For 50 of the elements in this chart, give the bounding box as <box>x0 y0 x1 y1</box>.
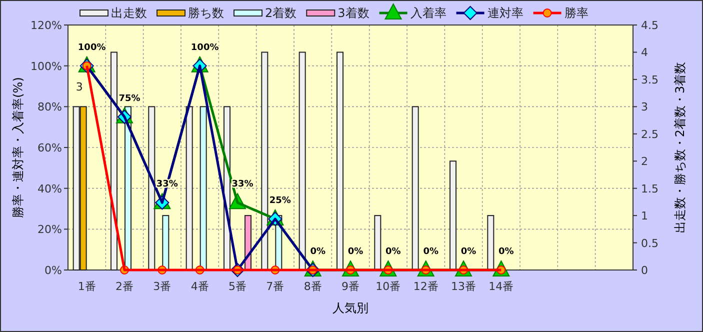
legend-label: 出走数 <box>111 6 147 20</box>
y2-tick-label: 4 <box>641 46 648 60</box>
x-tick-label: 7番 <box>266 280 284 293</box>
y-tick-label: 80% <box>38 100 62 114</box>
y2-tick-label: 0.5 <box>641 236 658 250</box>
x-tick-label: 3番 <box>153 280 172 293</box>
y-tick-label: 20% <box>38 223 62 236</box>
y-tick-label: 60% <box>38 142 62 154</box>
legend-label: 3着数 <box>338 6 370 20</box>
x-tick-label: 1番 <box>78 280 96 293</box>
y2-tick-label: 3 <box>641 100 648 114</box>
data-label: 0% <box>310 247 326 257</box>
y2-axis-title: 出走数・勝ち数・2着数・3着数 <box>673 62 687 234</box>
y-tick-label: 40% <box>38 182 62 196</box>
x-tick-label: 13番 <box>451 280 476 293</box>
x-axis-title: 人気別 <box>332 301 368 315</box>
x-tick-label: 12番 <box>413 280 438 293</box>
data-label: 0% <box>348 247 364 257</box>
y2-tick-label: 1 <box>641 210 648 223</box>
data-label: 100% <box>78 42 106 53</box>
data-label: 3 <box>76 80 83 94</box>
data-label: 25% <box>269 196 291 206</box>
x-tick-label: 4番 <box>190 280 209 293</box>
x-tick-label: 14番 <box>488 280 514 293</box>
x-tick-label: 8番 <box>304 280 322 293</box>
data-label: 75% <box>118 94 140 104</box>
y-tick-label: 0% <box>44 264 62 277</box>
data-label: 100% <box>190 42 219 53</box>
y2-tick-label: 0 <box>641 264 648 277</box>
y2-tick-label: 4.5 <box>641 19 658 32</box>
y2-tick-label: 2.5 <box>641 128 658 141</box>
x-tick-label: 10番 <box>376 280 401 293</box>
data-label: 0% <box>386 247 401 257</box>
legend-label: 2着数 <box>265 6 297 20</box>
x-tick-label: 2番 <box>116 280 134 293</box>
y-axis-title: 勝率・連対率・入着率(%) <box>11 77 25 218</box>
data-label: 0% <box>498 247 514 257</box>
legend-label: 勝率 <box>564 6 588 20</box>
legend-label: 入着率 <box>410 6 446 20</box>
x-tick-label: 5番 <box>228 280 246 293</box>
y-tick-label: 120% <box>30 19 62 32</box>
y2-tick-label: 2 <box>641 155 648 168</box>
y-tick-label: 100% <box>30 60 62 73</box>
x-tick-label: 9番 <box>342 280 360 293</box>
data-label: 0% <box>423 247 438 257</box>
legend-label: 連対率 <box>487 6 524 20</box>
y2-tick-label: 1.5 <box>641 182 658 196</box>
data-label: 0% <box>460 247 476 257</box>
y2-tick-label: 3.5 <box>641 73 658 86</box>
legend-label: 勝ち数 <box>188 6 224 20</box>
